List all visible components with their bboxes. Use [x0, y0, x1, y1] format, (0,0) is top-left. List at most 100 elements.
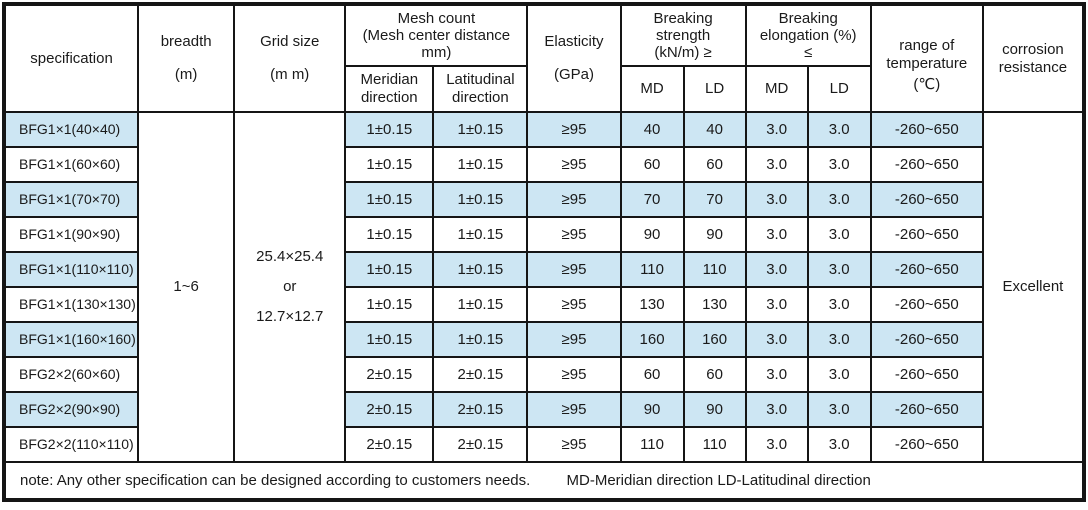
- header-grid-size-label: Grid size: [260, 33, 320, 50]
- breaking-elongation-ld-cell: 3.0: [806, 356, 872, 393]
- table-row: BFG1×1(90×90) 1±0.15 1±0.15 ≥95 90 90 3.…: [2, 216, 1084, 253]
- mesh-count-ld-cell: 1±0.15: [432, 286, 529, 323]
- breaking-elongation-md-cell: 3.0: [744, 356, 809, 393]
- mesh-count-ld-cell: 2±0.15: [432, 356, 529, 393]
- temperature-range-cell: -260~650: [869, 321, 984, 358]
- header-row-top: specification breadth (m) Grid size (m m…: [2, 3, 1086, 113]
- table-row: BFG1×1(70×70) 1±0.15 1±0.15 ≥95 70 70 3.…: [2, 181, 1084, 218]
- table-row: BFG2×2(90×90) 2±0.15 2±0.15 ≥95 90 90 3.…: [2, 391, 1084, 428]
- header-grid-size: Grid size (m m): [233, 3, 347, 113]
- table-row: BFG1×1(60×60) 1±0.15 1±0.15 ≥95 60 60 3.…: [2, 146, 1084, 183]
- mesh-count-ld-cell: 1±0.15: [432, 251, 529, 288]
- mesh-count-md-cell: 1±0.15: [344, 181, 435, 218]
- breaking-elongation-ld-cell: 3.0: [806, 426, 872, 463]
- header-breaking-strength-line3: (kN/m) ≥: [654, 44, 712, 61]
- header-corrosion-resistance: corrosion resistance: [981, 3, 1086, 113]
- spec-cell: BFG1×1(40×40): [2, 111, 140, 148]
- breaking-elongation-ld-cell: 3.0: [806, 391, 872, 428]
- grid-size-value-cell: 25.4×25.4 or 12.7×12.7: [233, 111, 347, 463]
- header-temperature-line2: temperature: [886, 55, 968, 72]
- spec-cell: BFG2×2(90×90): [2, 391, 140, 428]
- header-elasticity: Elasticity (GPa): [526, 3, 622, 113]
- breaking-strength-ld-cell: 60: [682, 356, 747, 393]
- breaking-elongation-md-cell: 3.0: [744, 111, 809, 148]
- header-breaking-strength-line1: Breaking: [653, 10, 713, 27]
- breaking-strength-md-cell: 40: [619, 111, 685, 148]
- temperature-range-cell: -260~650: [869, 146, 984, 183]
- temperature-range-cell: -260~650: [869, 391, 984, 428]
- header-elasticity-unit: (GPa): [553, 66, 594, 83]
- header-mesh-count-line2: (Mesh center distance: [362, 27, 511, 44]
- breaking-elongation-ld-cell: 3.0: [806, 216, 872, 253]
- spec-cell: BFG1×1(60×60): [2, 146, 140, 183]
- breaking-strength-ld-cell: 40: [682, 111, 747, 148]
- header-meridian-direction: Meridian direction: [344, 65, 435, 113]
- header-mesh-count-line1: Mesh count: [397, 10, 476, 27]
- header-corrosion-line2: resistance: [998, 58, 1068, 76]
- elasticity-cell: ≥95: [526, 426, 622, 463]
- table-row: BFG2×2(60×60) 2±0.15 2±0.15 ≥95 60 60 3.…: [2, 356, 1084, 393]
- elasticity-cell: ≥95: [526, 356, 622, 393]
- grid-size-value-line1: 25.4×25.4: [256, 248, 324, 265]
- breaking-strength-ld-cell: 90: [682, 216, 747, 253]
- header-grid-size-unit: (m m): [270, 66, 310, 83]
- breaking-elongation-md-cell: 3.0: [744, 181, 809, 218]
- temperature-range-cell: -260~650: [869, 216, 984, 253]
- breaking-strength-md-cell: 90: [619, 391, 685, 428]
- breaking-elongation-md-cell: 3.0: [744, 391, 809, 428]
- mesh-count-md-cell: 1±0.15: [344, 216, 435, 253]
- breaking-strength-ld-cell: 130: [682, 286, 747, 323]
- temperature-range-cell: -260~650: [869, 426, 984, 463]
- breaking-strength-md-cell: 70: [619, 181, 685, 218]
- note-text: note: Any other specification can be des…: [20, 471, 531, 489]
- breaking-strength-md-cell: 130: [619, 286, 685, 323]
- header-mesh-count-group: Mesh count (Mesh center distance mm): [344, 3, 529, 67]
- mesh-count-md-cell: 2±0.15: [344, 356, 435, 393]
- table-row: BFG1×1(40×40) 1~6 25.4×25.4 or 12.7×12.7…: [2, 111, 1086, 463]
- breaking-elongation-ld-cell: 3.0: [806, 181, 872, 218]
- breaking-elongation-ld-cell: 3.0: [806, 146, 872, 183]
- mesh-count-md-cell: 1±0.15: [344, 111, 435, 148]
- table-row: BFG1×1(110×110) 1±0.15 1±0.15 ≥95 110 11…: [2, 251, 1084, 288]
- spec-cell: BFG2×2(110×110): [2, 426, 140, 463]
- header-breaking-elongation-line3: ≤: [804, 44, 813, 61]
- mesh-count-ld-cell: 1±0.15: [432, 181, 529, 218]
- elasticity-cell: ≥95: [526, 216, 622, 253]
- mesh-count-ld-cell: 1±0.15: [432, 146, 529, 183]
- elasticity-cell: ≥95: [526, 321, 622, 358]
- breaking-strength-md-cell: 60: [619, 146, 685, 183]
- breaking-strength-md-cell: 110: [619, 251, 685, 288]
- breaking-elongation-md-cell: 3.0: [744, 321, 809, 358]
- spec-cell: BFG2×2(60×60): [2, 356, 140, 393]
- header-row-sub: Meridian direction Latitudinal direction…: [4, 65, 1084, 113]
- breaking-strength-ld-cell: 110: [682, 426, 747, 463]
- header-corrosion-line1: corrosion: [1002, 40, 1064, 58]
- breaking-strength-ld-cell: 60: [682, 146, 747, 183]
- elasticity-cell: ≥95: [526, 251, 622, 288]
- header-elongation-md: MD: [744, 65, 809, 113]
- header-temperature-unit: (℃): [913, 76, 941, 93]
- breaking-elongation-ld-cell: 3.0: [806, 321, 872, 358]
- mesh-count-ld-cell: 1±0.15: [432, 321, 529, 358]
- table-row: BFG1×1(130×130) 1±0.15 1±0.15 ≥95 130 13…: [2, 286, 1084, 323]
- elasticity-cell: ≥95: [526, 181, 622, 218]
- header-breadth: breadth (m): [137, 3, 236, 113]
- table-body: BFG1×1(40×40) 1~6 25.4×25.4 or 12.7×12.7…: [2, 111, 1086, 501]
- header-elasticity-label: Elasticity: [544, 33, 604, 50]
- mesh-count-md-cell: 1±0.15: [344, 286, 435, 323]
- spec-cell: BFG1×1(130×130): [2, 286, 140, 323]
- header-temperature-line1: range of: [899, 37, 955, 54]
- header-breaking-elongation-line1: Breaking: [778, 10, 838, 27]
- breaking-elongation-ld-cell: 3.0: [806, 251, 872, 288]
- header-breaking-elongation-line2: elongation (%): [759, 27, 857, 44]
- breaking-elongation-ld-cell: 3.0: [806, 286, 872, 323]
- elasticity-cell: ≥95: [526, 286, 622, 323]
- grid-size-value-line3: 12.7×12.7: [256, 308, 324, 325]
- breaking-elongation-md-cell: 3.0: [744, 146, 809, 183]
- temperature-range-cell: -260~650: [869, 111, 984, 148]
- breaking-strength-ld-cell: 110: [682, 251, 747, 288]
- temperature-range-cell: -260~650: [869, 286, 984, 323]
- elasticity-cell: ≥95: [526, 391, 622, 428]
- header-breaking-strength-line2: strength: [655, 27, 711, 44]
- breaking-strength-md-cell: 160: [619, 321, 685, 358]
